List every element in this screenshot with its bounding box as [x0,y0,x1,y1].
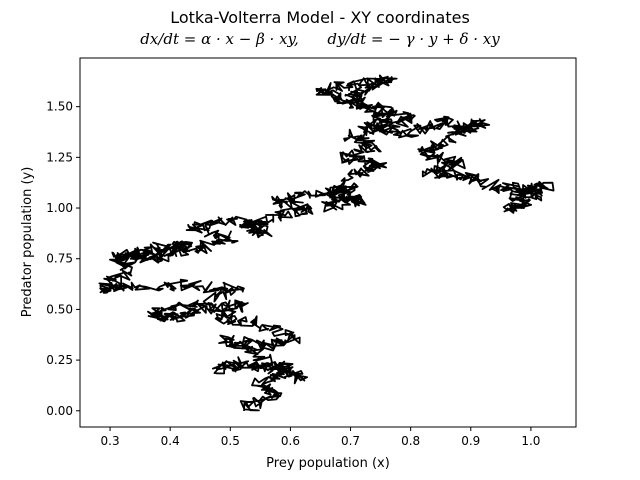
x-tick-label: 0.7 [341,434,360,448]
y-tick-label: 0.25 [46,353,73,367]
x-tick-label: 0.4 [161,434,180,448]
y-axis-ticks: 0.00 0.25 0.50 0.75 1.00 1.25 1.50 [46,100,80,418]
x-tick-label: 0.6 [281,434,300,448]
y-tick-label: 1.00 [46,201,73,215]
x-tick-label: 0.9 [461,434,480,448]
axes-frame [79,57,577,428]
y-tick-label: 1.25 [46,150,73,164]
title-block: Lotka-Volterra Model - XY coordinates dx… [0,8,640,50]
trajectory-layer [98,74,555,412]
x-tick-label: 0.5 [221,434,240,448]
chart-title: Lotka-Volterra Model - XY coordinates [170,8,470,27]
x-tick-label: 0.8 [401,434,420,448]
y-tick-label: 0.00 [46,404,73,418]
x-tick-label: 0.3 [101,434,120,448]
y-tick-label: 0.50 [46,302,73,316]
y-tick-label: 0.75 [46,252,73,266]
y-axis-label: Predator population (y) [20,167,35,318]
x-tick-label: 1.0 [521,434,540,448]
x-axis-label: Prey population (x) [266,456,390,471]
chart-subtitle: dx/dt = α · x − β · xy, dy/dt = − γ · y … [140,30,500,48]
trajectory-line [98,74,555,412]
x-axis-ticks: 0.3 0.4 0.5 0.6 0.7 0.8 0.9 1.0 [101,427,540,448]
y-tick-label: 1.50 [46,100,73,114]
